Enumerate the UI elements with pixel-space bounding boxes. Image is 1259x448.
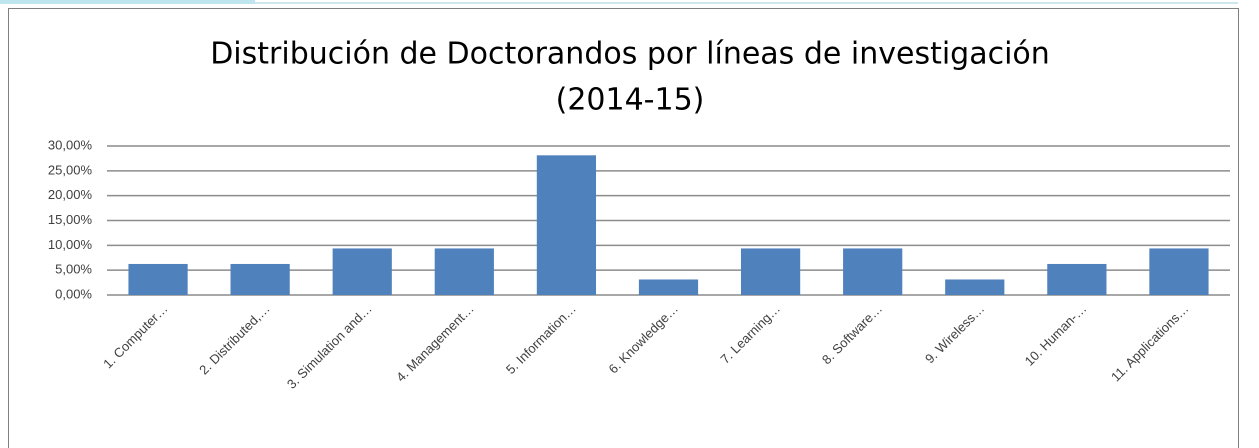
bar xyxy=(740,248,801,295)
chart-frame xyxy=(8,8,1239,448)
bar xyxy=(843,248,903,295)
bar xyxy=(1149,248,1209,295)
y-tick-label: 25,00% xyxy=(48,162,93,177)
bar xyxy=(536,155,597,295)
bar xyxy=(230,263,290,295)
bar xyxy=(638,279,699,295)
bar xyxy=(332,248,392,295)
top-tab xyxy=(0,0,255,4)
y-tick-label: 30,00% xyxy=(48,137,93,152)
y-tick-label: 10,00% xyxy=(48,237,93,252)
chart-title: Distribución de Doctorandos por líneas d… xyxy=(210,37,1050,72)
bar xyxy=(1047,263,1107,295)
bar xyxy=(945,279,1005,295)
bar xyxy=(128,263,188,295)
y-tick-label: 0,00% xyxy=(55,286,92,301)
y-tick-label: 20,00% xyxy=(48,187,93,202)
y-tick-label: 5,00% xyxy=(55,262,92,277)
chart-title: (2014-15) xyxy=(556,83,705,118)
bar xyxy=(434,248,494,295)
y-tick-label: 15,00% xyxy=(48,212,93,227)
